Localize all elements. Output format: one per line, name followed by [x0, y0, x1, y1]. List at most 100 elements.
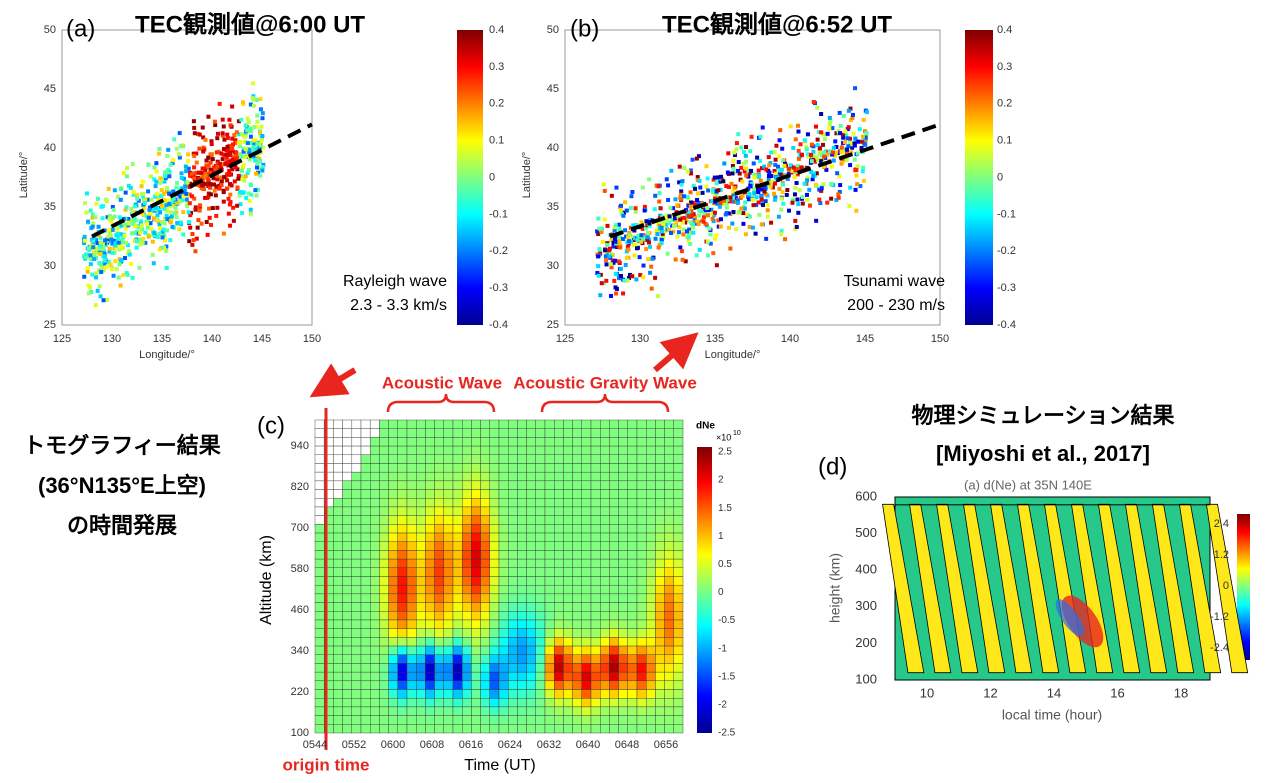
grid-cell: [554, 437, 564, 447]
scatter-dot: [631, 223, 636, 228]
scatter-dot: [805, 197, 810, 202]
grid-cell: [452, 454, 463, 464]
scatter-dot: [246, 120, 251, 125]
grid-cell: [397, 532, 408, 542]
grid-cell: [379, 489, 389, 499]
grid-cell: [443, 715, 454, 725]
grid-cell: [351, 445, 362, 456]
grid-cell: [314, 706, 325, 716]
scatter-dot: [712, 196, 717, 201]
scatter-dot: [684, 229, 689, 234]
grid-cell: [471, 524, 481, 534]
grid-cell: [590, 680, 601, 690]
grid-cell: [443, 558, 454, 569]
grid-cell: [508, 558, 518, 569]
grid-cell: [333, 715, 343, 725]
grid-cell: [342, 445, 353, 456]
grid-cell: [462, 463, 472, 473]
scatter-dot: [102, 251, 107, 256]
scatter-dot: [769, 150, 774, 155]
scatter-dot: [192, 125, 197, 130]
grid-cell: [526, 689, 536, 699]
scatter-dot: [828, 149, 833, 154]
scatter-dot: [640, 237, 645, 242]
scatter-dot: [203, 137, 208, 142]
scatter-dot: [773, 157, 778, 162]
grid-cell: [581, 645, 592, 655]
scatter-dot: [783, 237, 788, 242]
scatter-dot: [251, 103, 256, 108]
grid-cell: [379, 680, 389, 690]
scatter-dot: [103, 238, 108, 243]
grid-cell: [388, 454, 399, 464]
grid-cell: [544, 698, 555, 708]
scatter-dot: [719, 174, 723, 179]
scatter-dot: [208, 167, 213, 172]
bracket: [540, 393, 670, 413]
scatter-dot: [622, 278, 627, 283]
grid-cell: [673, 550, 684, 560]
grid-cell: [360, 584, 371, 595]
y-tick-label: 25: [44, 319, 56, 331]
scatter-dot: [816, 158, 821, 163]
grid-cell: [636, 663, 647, 673]
scatter-dot: [643, 234, 648, 239]
grid-cell: [581, 532, 592, 542]
grid-cell: [406, 445, 417, 455]
scatter-dot: [246, 191, 251, 196]
scatter-dot: [194, 236, 199, 241]
grid-cell: [609, 576, 619, 586]
scatter-dot: [614, 291, 619, 296]
x-tick-label: 14: [1047, 685, 1061, 700]
grid-cell: [627, 628, 638, 638]
scatter-dot: [759, 199, 764, 204]
grid-cell: [370, 680, 380, 690]
grid-cell: [397, 715, 408, 725]
scatter-dot: [747, 192, 752, 197]
scatter-dot: [690, 157, 695, 162]
grid-cell: [563, 506, 573, 516]
scatter-dot: [846, 144, 851, 149]
scatter-dot: [147, 205, 152, 210]
scatter-dot: [822, 150, 827, 155]
grid-cell: [563, 663, 573, 673]
scatter-dot: [730, 171, 735, 176]
grid-cell: [535, 480, 546, 490]
grid-cell: [416, 706, 426, 716]
grid-cell: [342, 454, 353, 464]
grid-cell: [379, 558, 389, 569]
grid-cell: [600, 593, 610, 603]
grid-cell: [609, 593, 619, 603]
scatter-dot: [828, 119, 833, 124]
scatter-dot: [818, 201, 823, 206]
colorbar-tick-label: -0.3: [997, 282, 1016, 294]
grid-cell: [443, 698, 454, 708]
scatter-dot: [206, 114, 211, 119]
scatter-dot: [708, 241, 713, 246]
grid-cell: [370, 663, 380, 673]
scatter-dot: [792, 175, 797, 180]
scatter-dot: [776, 214, 781, 219]
x-tick-label: 130: [631, 333, 649, 345]
grid-cell: [572, 428, 582, 438]
grid-cell: [416, 515, 426, 525]
grid-cell: [489, 663, 500, 673]
scatter-dot: [679, 189, 684, 194]
grid-cell: [636, 515, 647, 525]
grid-cell: [333, 671, 343, 682]
scatter-dot: [177, 155, 182, 160]
grid-cell: [462, 724, 472, 734]
grid-cell: [351, 454, 362, 464]
colorbar-exponent: 10: [733, 430, 741, 437]
grid-cell: [333, 480, 343, 490]
scatter-dot: [143, 197, 148, 202]
grid-cell: [416, 558, 426, 569]
grid-cell: [452, 428, 463, 438]
grid-cell: [425, 680, 435, 690]
grid-cell: [526, 663, 536, 673]
scatter-dot: [215, 205, 220, 210]
grid-cell: [351, 541, 362, 551]
scatter-dot: [848, 163, 853, 168]
scatter-dot: [777, 154, 782, 159]
scatter-dot: [663, 215, 668, 220]
